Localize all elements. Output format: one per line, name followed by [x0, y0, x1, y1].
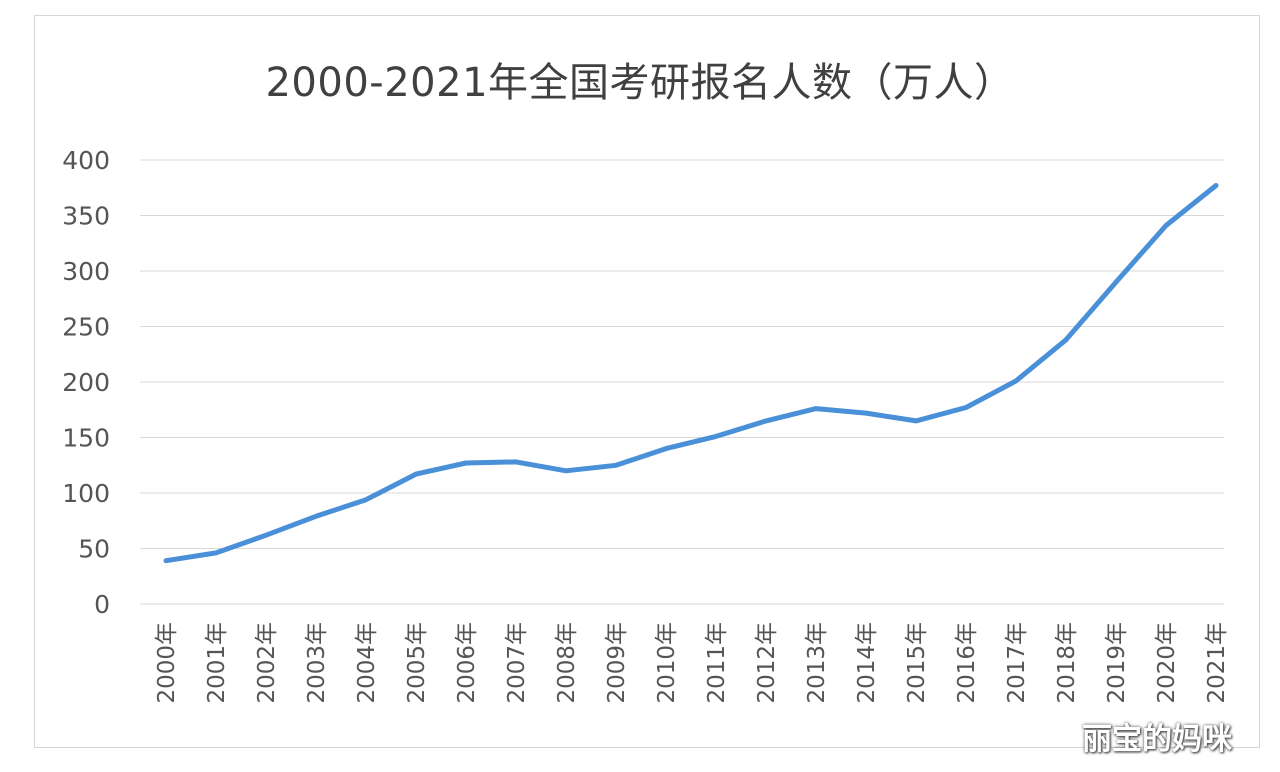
- chart-title: 2000-2021年全国考研报名人数（万人）: [265, 60, 1015, 106]
- x-tick-label: 2008年: [554, 622, 580, 704]
- x-tick-label: 2007年: [504, 622, 530, 704]
- y-tick-label: 250: [62, 313, 110, 342]
- x-tick-label: 2004年: [354, 622, 380, 704]
- x-tick-label: 2005年: [404, 622, 430, 704]
- series-layer: [163, 183, 1219, 564]
- x-tick-label: 2012年: [754, 622, 780, 704]
- y-tick-label: 0: [94, 590, 110, 619]
- y-tick-label: 100: [62, 479, 110, 508]
- x-tick-label: 2017年: [1004, 622, 1030, 704]
- y-tick-label: 350: [62, 202, 110, 231]
- x-tick-label: 2016年: [954, 622, 980, 704]
- x-tick-label: 2013年: [804, 622, 830, 704]
- x-tick-label: 2018年: [1054, 622, 1080, 704]
- x-tick-label: 2000年: [154, 622, 180, 704]
- x-tick-label: 2006年: [454, 622, 480, 704]
- x-tick-label: 2002年: [254, 622, 280, 704]
- x-tick-label: 2020年: [1154, 622, 1180, 704]
- y-tick-label: 50: [78, 535, 110, 564]
- watermark: 丽宝的妈咪: [1082, 722, 1232, 757]
- x-tick-label: 2011年: [704, 622, 730, 704]
- y-tick-label: 400: [62, 146, 110, 175]
- x-tick-label: 2014年: [854, 622, 880, 704]
- y-tick-label: 200: [62, 368, 110, 397]
- y-tick-label: 300: [62, 257, 110, 286]
- x-tick-label: 2021年: [1204, 622, 1230, 704]
- x-axis-ticks: 2000年 2001年 2002年 2003年 2004年 2005年 2006年 2007年…: [154, 622, 1230, 704]
- gridlines: [140, 159, 1224, 605]
- x-tick-label: 2010年: [654, 622, 680, 704]
- x-tick-label: 2015年: [904, 622, 930, 704]
- series-line: [163, 183, 1219, 564]
- x-tick-label: 2001年: [204, 622, 230, 704]
- x-tick-label: 2009年: [604, 622, 630, 704]
- x-tick-label: 2003年: [304, 622, 330, 704]
- y-tick-label: 150: [62, 424, 110, 453]
- y-axis-ticks: 0 50 100 150 200 250 300 350 400: [62, 146, 110, 619]
- x-tick-label: 2019年: [1104, 622, 1130, 704]
